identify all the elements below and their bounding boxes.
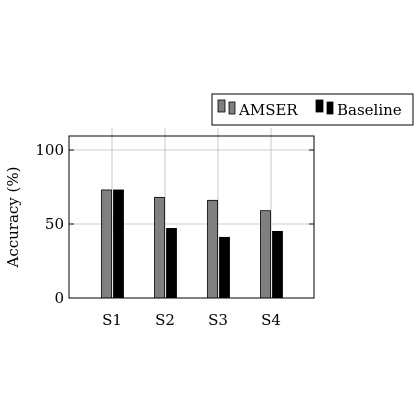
x-tick-label: S4	[261, 311, 281, 329]
bar-baseline-s4	[272, 230, 283, 299]
bar-baseline-s1	[113, 189, 124, 299]
bar-amser-s4	[260, 210, 271, 299]
bar-amser-s3	[207, 199, 218, 299]
bar-amser-s1	[101, 189, 112, 299]
legend-swatch	[326, 101, 334, 115]
legend-box	[211, 93, 414, 126]
legend-label: AMSER	[238, 101, 298, 119]
ticks: 0 50 100 S1 S2 S3 S4	[35, 141, 314, 329]
legend-label: Baseline	[337, 101, 402, 119]
x-tick-label: S1	[102, 311, 122, 329]
y-axis-label: Accuracy (%)	[4, 166, 22, 268]
legend-swatch	[315, 99, 324, 113]
bars	[101, 189, 283, 299]
x-tick-label: S3	[208, 311, 228, 329]
legend-swatch	[217, 99, 226, 113]
bar-baseline-s3	[219, 236, 230, 299]
bar-amser-s2	[154, 196, 165, 299]
x-tick-label: S2	[155, 311, 175, 329]
y-tick-label: 50	[45, 215, 64, 233]
plot-frame	[68, 135, 315, 299]
y-tick-label: 0	[54, 289, 64, 307]
bar-baseline-s2	[166, 228, 177, 299]
legend: AMSER Baseline	[211, 93, 414, 126]
y-tick-label: 100	[35, 141, 64, 159]
legend-swatch	[228, 101, 236, 115]
